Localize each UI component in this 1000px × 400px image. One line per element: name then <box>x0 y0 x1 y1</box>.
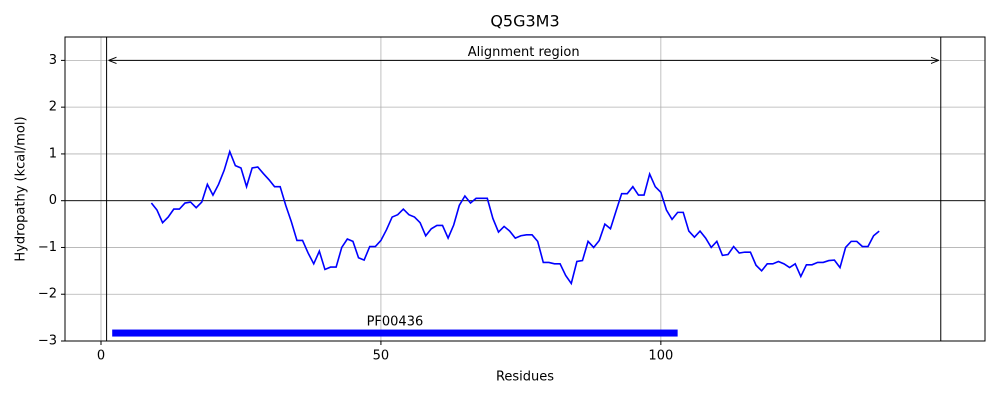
data-line <box>150 149 880 286</box>
y-tick-label: 0 <box>49 193 57 208</box>
plot-frame <box>64 36 986 342</box>
x-tick-label: 100 <box>648 349 673 364</box>
domain-label: PF00436 <box>367 315 424 330</box>
y-tick-label: 3 <box>49 53 57 68</box>
y-tick-label: −2 <box>38 287 57 302</box>
y-tick-label: −1 <box>38 240 57 255</box>
x-tick-label: 50 <box>373 349 390 364</box>
domain-bar <box>112 329 678 337</box>
x-axis-label: Residues <box>496 370 554 385</box>
chart-title: Q5G3M3 <box>490 12 559 31</box>
region-label: Alignment region <box>468 45 580 60</box>
y-tick-label: −3 <box>38 334 57 349</box>
y-tick-label: 2 <box>49 100 57 115</box>
x-tick-label: 0 <box>97 349 105 364</box>
y-tick-label: 1 <box>49 146 57 161</box>
y-axis-label: Hydropathy (kcal/mol) <box>14 116 29 261</box>
